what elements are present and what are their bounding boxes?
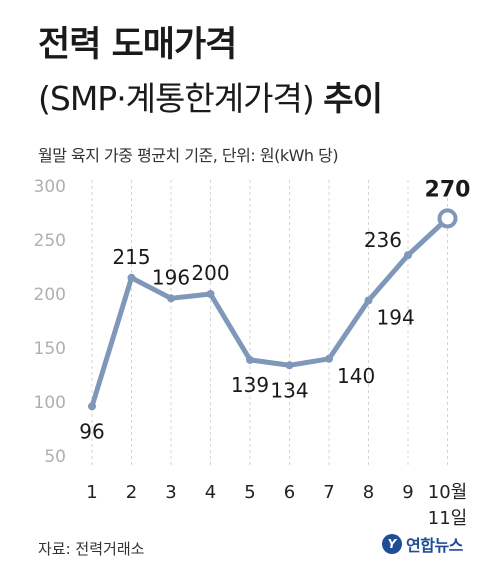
data-label: 134 — [270, 378, 308, 402]
data-label: 215 — [112, 245, 150, 269]
data-label: 96 — [79, 419, 104, 443]
chart-title-line2: (SMP·계통한계가격) 추이 — [38, 72, 383, 120]
data-point — [404, 251, 412, 260]
data-point-highlight — [437, 208, 458, 229]
data-label: 200 — [191, 261, 229, 285]
x-tick-label: 8 — [363, 482, 374, 503]
chart-title-line1: 전력 도매가격 — [38, 25, 237, 65]
y-tick-label: 150 — [34, 339, 66, 359]
yonhap-logo-icon: Y — [382, 534, 402, 554]
data-label: 236 — [364, 228, 402, 252]
x-tick-label: 10월 — [428, 482, 467, 503]
yonhap-logo-text: 연합뉴스 — [406, 536, 463, 555]
x-tick-label: 9 — [402, 482, 413, 503]
data-point — [325, 354, 333, 363]
x-tick-label: 7 — [323, 482, 334, 503]
data-point — [167, 294, 175, 303]
x-tick-label: 6 — [284, 482, 295, 503]
data-point — [364, 296, 373, 305]
y-tick-label: 250 — [34, 231, 66, 251]
yonhap-logo: Y 연합뉴스 — [382, 532, 463, 556]
data-label: 139 — [231, 373, 269, 397]
data-label: 140 — [337, 364, 375, 388]
data-point — [285, 361, 294, 370]
data-point — [206, 290, 215, 298]
series-line — [89, 215, 450, 409]
x-tick-label: 5 — [244, 482, 255, 503]
y-tick-label: 100 — [34, 393, 66, 413]
data-label: 194 — [377, 305, 415, 329]
data-point — [88, 402, 96, 411]
chart-title-paren: (SMP·계통한계가격) — [38, 79, 324, 118]
chart-subtitle: 월말 육지 가중 평균치 기준, 단위: 원(kWh 당) — [38, 146, 339, 165]
x-tick-label: 1 — [86, 482, 97, 503]
y-tick-label: 200 — [34, 285, 66, 305]
x-tick-label: 3 — [165, 482, 176, 503]
chart-title-strong: 추이 — [323, 79, 383, 118]
data-point — [246, 355, 254, 364]
x-tick-label: 4 — [205, 482, 216, 503]
x-tick-label: 2 — [126, 482, 137, 503]
y-tick-label: 50 — [44, 447, 66, 467]
y-tick-label: 300 — [34, 177, 66, 197]
source-note: 자료: 전력거래소 — [38, 540, 145, 558]
data-label: 270 — [425, 177, 471, 202]
x-tick-label: 11일 — [428, 508, 467, 529]
data-point — [127, 273, 136, 282]
data-label: 196 — [152, 265, 190, 289]
